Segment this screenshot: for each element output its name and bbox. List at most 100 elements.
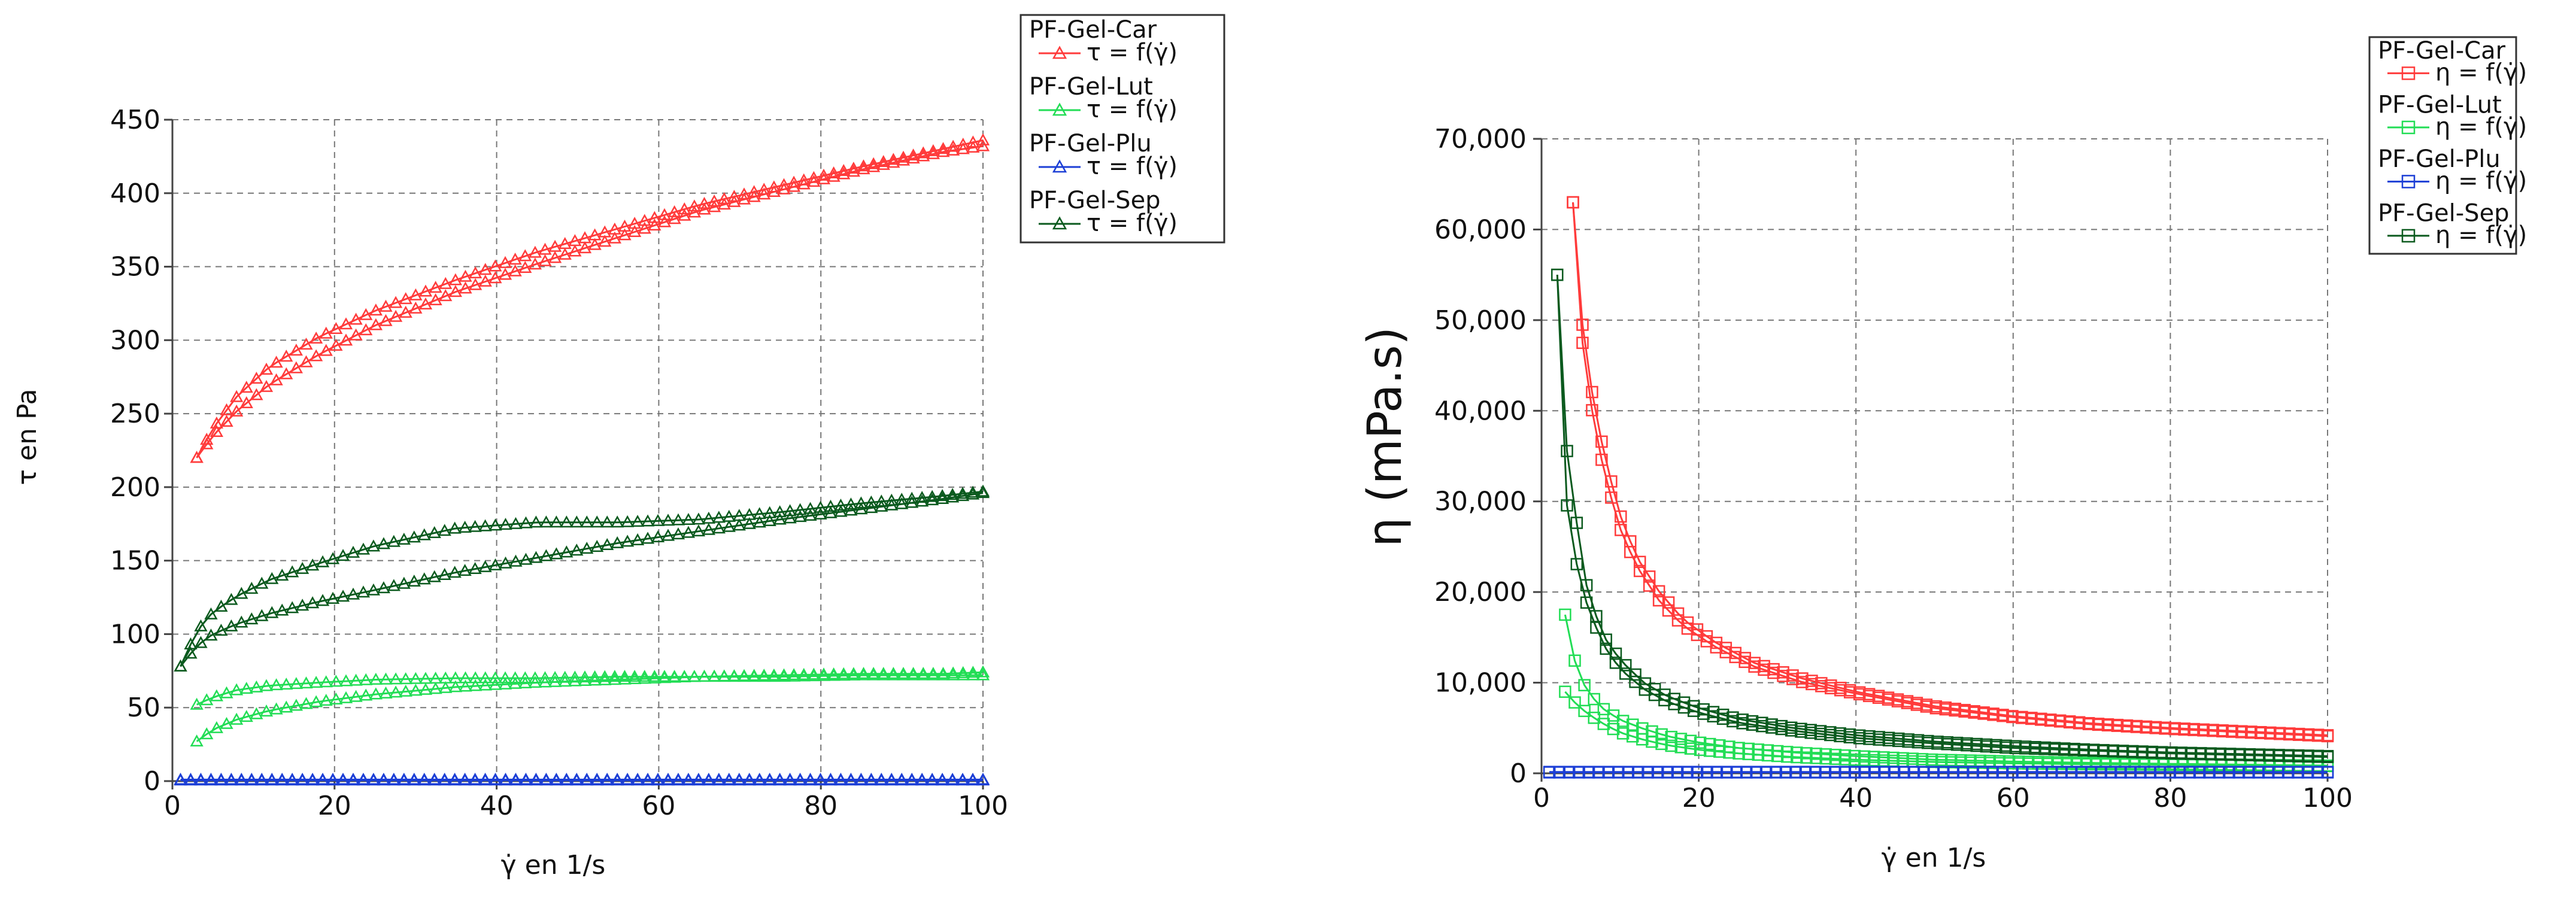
- data-point: [876, 667, 890, 679]
- data-point: [1964, 756, 1977, 769]
- data-point: [1872, 691, 1885, 704]
- data-point: [190, 697, 204, 710]
- data-point: [638, 214, 651, 226]
- data-point: [2147, 758, 2161, 771]
- data-point: [1568, 696, 1581, 709]
- data-point: [280, 700, 293, 713]
- data-point: [397, 533, 411, 545]
- data-point: [429, 281, 442, 293]
- data-point: [1761, 749, 1774, 762]
- data-point: [458, 773, 472, 786]
- data-point: [1976, 766, 1989, 779]
- data-point: [2203, 766, 2216, 779]
- data-point: [1701, 766, 1713, 779]
- series-PF-Gel-Plu: [1543, 766, 2334, 779]
- data-point: [976, 773, 990, 786]
- data-point: [296, 561, 310, 574]
- data-point: [857, 159, 870, 172]
- shear-stress-series: [174, 133, 990, 786]
- data-point: [448, 273, 462, 286]
- data-point: [598, 235, 612, 247]
- data-point: [498, 268, 512, 280]
- viscosity-axes: [1533, 138, 2329, 782]
- data-point: [608, 231, 621, 244]
- data-point: [588, 673, 602, 686]
- data-point: [2026, 766, 2038, 779]
- data-point: [1917, 766, 1930, 779]
- data-point: [1789, 766, 1802, 779]
- data-point: [1730, 766, 1743, 779]
- data-point: [326, 591, 340, 604]
- data-point: [407, 530, 421, 543]
- data-point: [2111, 719, 2124, 732]
- data-point: [399, 672, 412, 685]
- data-point: [600, 773, 614, 786]
- data-point: [803, 502, 817, 514]
- data-point: [2183, 766, 2196, 779]
- data-point: [1561, 445, 1573, 457]
- data-point: [651, 514, 665, 526]
- data-point: [458, 564, 472, 576]
- data-point: [538, 254, 552, 266]
- data-point: [1543, 766, 1556, 779]
- data-point: [936, 667, 950, 679]
- data-point: [560, 545, 574, 558]
- data-point: [389, 685, 403, 698]
- data-point: [717, 669, 731, 682]
- y-tick-label: 0: [144, 766, 160, 797]
- data-point: [427, 570, 441, 582]
- data-point: [429, 293, 442, 306]
- data-point: [887, 153, 900, 165]
- data-point: [817, 667, 831, 680]
- y-tick-label: 0: [1510, 758, 1527, 789]
- data-point: [834, 499, 848, 511]
- data-point: [538, 675, 552, 688]
- data-point: [651, 773, 665, 786]
- data-point: [1597, 703, 1610, 716]
- data-point: [1703, 745, 1716, 757]
- data-point: [548, 675, 562, 687]
- data-point: [220, 414, 233, 427]
- data-point: [2292, 728, 2305, 741]
- data-point: [336, 590, 350, 602]
- data-point: [478, 560, 492, 572]
- data-point: [200, 727, 214, 740]
- data-point: [1901, 697, 1914, 709]
- data-point: [349, 690, 363, 702]
- data-point: [1746, 718, 1759, 731]
- data-point: [2283, 728, 2296, 741]
- data-point: [489, 271, 502, 284]
- data-point: [245, 582, 259, 594]
- data-point: [489, 671, 502, 684]
- data-point: [936, 489, 949, 502]
- data-point: [239, 682, 253, 694]
- data-point: [783, 504, 797, 517]
- data-point: [2006, 710, 2019, 724]
- data-point: [1759, 766, 1773, 779]
- data-point: [409, 684, 423, 696]
- data-point: [895, 497, 909, 509]
- data-point: [1955, 756, 1967, 769]
- data-point: [717, 192, 731, 205]
- data-point: [648, 670, 662, 682]
- data-point: [1983, 757, 1996, 769]
- data-point: [777, 668, 791, 681]
- series-line-down: [196, 145, 984, 458]
- data-point: [945, 773, 960, 786]
- data-point: [366, 539, 381, 552]
- data-point: [315, 555, 330, 567]
- data-point: [1658, 694, 1671, 707]
- data-point: [797, 177, 811, 190]
- data-point: [468, 278, 483, 290]
- data-point: [1602, 766, 1615, 779]
- data-point: [763, 773, 776, 786]
- data-point: [945, 490, 960, 503]
- data-point: [857, 667, 870, 679]
- data-point: [539, 515, 553, 528]
- data-point: [1568, 654, 1581, 667]
- data-point: [1684, 742, 1697, 755]
- data-point: [2095, 766, 2107, 779]
- data-point: [1592, 766, 1605, 779]
- data-point: [837, 167, 851, 180]
- data-point: [329, 675, 343, 687]
